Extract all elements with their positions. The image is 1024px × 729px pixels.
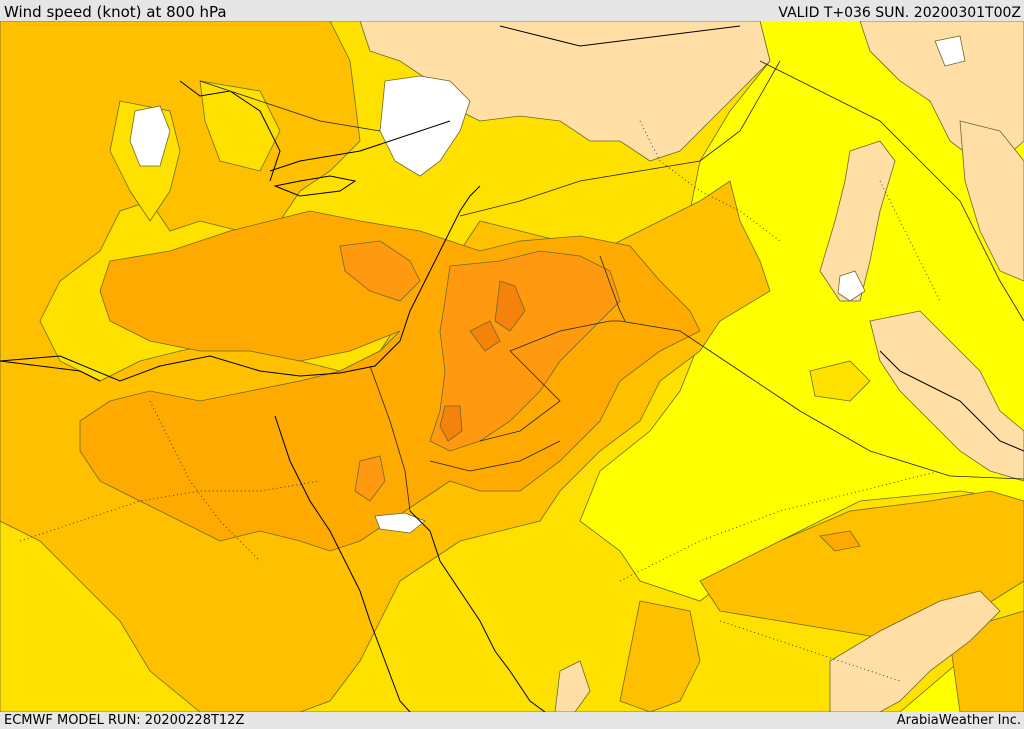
orange-spot-red-sea <box>619 600 701 712</box>
border-syria-iraq <box>599 255 626 322</box>
coastline-cyprus <box>273 175 357 197</box>
coastline-persian-gulf <box>879 350 1024 452</box>
deep-orange-spot-2 <box>439 405 463 442</box>
map-canvas <box>0 21 1024 712</box>
deep-orange-spot-3 <box>469 320 501 352</box>
coastline-aegean <box>179 80 281 182</box>
valid-time-label: VALID T+036 SUN. 20200301T00Z <box>778 5 1021 21</box>
model-run-label: ECMWF MODEL RUN: 20200228T12Z <box>4 713 245 728</box>
border-jordan-east <box>509 320 620 352</box>
dark-orange-jordan <box>429 250 621 452</box>
deep-orange-spot-1 <box>494 280 526 332</box>
white-region-greece <box>129 105 171 167</box>
border-jordan-south <box>479 350 561 442</box>
dotted-line-2 <box>619 470 941 582</box>
border-syria-north <box>459 60 781 217</box>
dotted-line-1 <box>19 480 321 542</box>
coastline-north-africa-top <box>0 360 101 382</box>
title-bar: Wind speed (knot) at 800 hPa VALID T+036… <box>0 0 1024 21</box>
wind-speed-map <box>0 21 1024 712</box>
peach-region-north <box>359 21 771 162</box>
dark-orange-sinai <box>354 455 386 502</box>
peach-region-gulf <box>869 310 1024 482</box>
dotted-line-3 <box>639 120 781 242</box>
white-region-gulf-aqaba <box>374 512 426 534</box>
credit-label: ArabiaWeather Inc. <box>896 713 1021 728</box>
yellow-island-gulf <box>809 360 871 402</box>
coastline-mediterranean <box>0 185 481 382</box>
peach-region-east-coast <box>959 120 1024 282</box>
coastline-black-sea <box>499 25 741 47</box>
border-egypt-sudan <box>429 440 561 472</box>
coastline-red-sea-west <box>274 415 411 712</box>
white-region-iraq <box>837 270 866 302</box>
map-title: Wind speed (knot) at 800 hPa <box>4 3 227 21</box>
white-region-turkey <box>379 75 471 177</box>
border-iran-iraq <box>759 60 1024 322</box>
footer-bar: ECMWF MODEL RUN: 20200228T12Z ArabiaWeat… <box>0 712 1024 729</box>
border-sinai <box>369 365 411 512</box>
peach-spot-south <box>554 660 591 712</box>
orange-spot-southeast <box>819 530 861 552</box>
border-saudi-iraq <box>619 320 1024 480</box>
dark-orange-core <box>339 240 421 302</box>
peach-region-iraq <box>819 140 896 302</box>
border-egypt-libya <box>199 80 381 132</box>
white-region-northeast <box>934 35 966 67</box>
yellow-lobe-aegean <box>199 80 281 172</box>
peach-region-south <box>829 590 1001 712</box>
coastline-turkey-south <box>269 120 451 172</box>
coastline-red-sea-east <box>409 510 546 712</box>
